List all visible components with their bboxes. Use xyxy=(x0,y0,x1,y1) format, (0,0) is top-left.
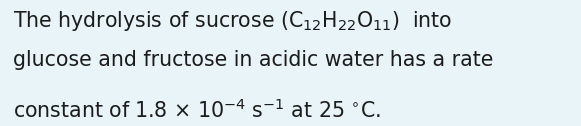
Text: constant of 1.8 $\times$ $10^{-4}$ s$^{-1}$ at 25 $^{\circ}$C.: constant of 1.8 $\times$ $10^{-4}$ s$^{-… xyxy=(13,98,381,122)
Text: glucose and fructose in acidic water has a rate: glucose and fructose in acidic water has… xyxy=(13,50,493,70)
Text: The hydrolysis of sucrose $(\mathrm{C}_{12}\mathrm{H}_{22}\mathrm{O}_{11})$  int: The hydrolysis of sucrose $(\mathrm{C}_{… xyxy=(13,9,452,33)
